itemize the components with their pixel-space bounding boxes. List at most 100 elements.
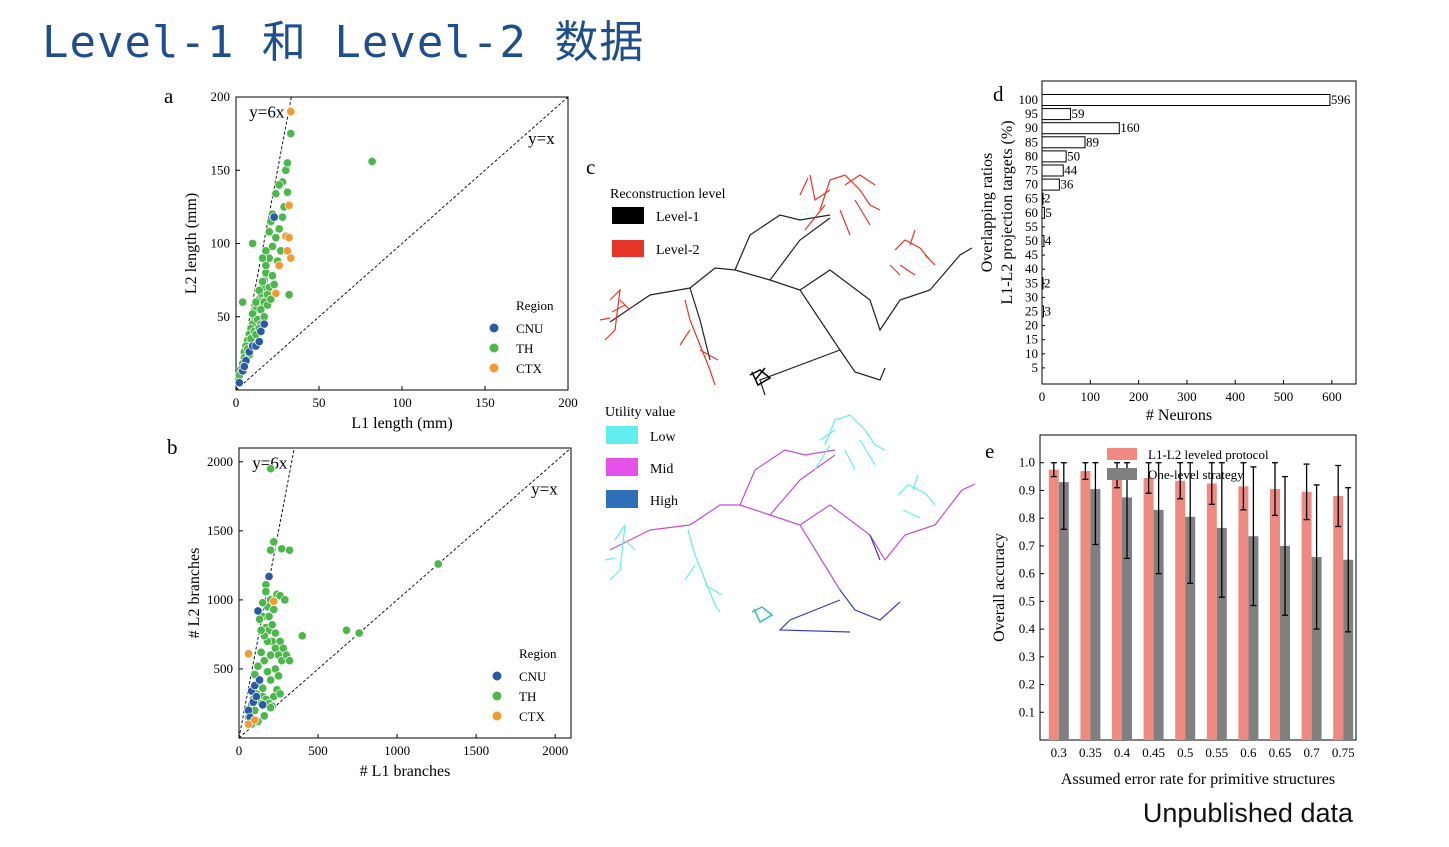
bar-leveled bbox=[1270, 489, 1280, 740]
legend-swatch-level2 bbox=[612, 240, 644, 257]
plot-frame bbox=[238, 447, 572, 739]
point-th bbox=[341, 625, 352, 635]
legend-marker-cnu bbox=[488, 322, 500, 334]
point-th bbox=[267, 620, 277, 630]
legend-label-ctx: CTX bbox=[516, 361, 543, 376]
y-tick-label: 95 bbox=[1025, 106, 1038, 121]
point-cnu bbox=[234, 378, 244, 388]
bar-leveled bbox=[1112, 475, 1122, 740]
bar-leveled bbox=[1175, 480, 1186, 740]
point-th bbox=[273, 671, 284, 681]
point-cnu bbox=[251, 692, 261, 702]
point-th bbox=[261, 587, 271, 597]
point-cnu bbox=[259, 319, 269, 329]
y-tick-label: 0.5 bbox=[1019, 593, 1035, 608]
x-tick-label: 0.45 bbox=[1142, 745, 1165, 760]
recon-legend: Reconstruction level Level-1 Level-2 bbox=[610, 187, 726, 258]
legend-marker-th bbox=[488, 342, 500, 354]
point-cnu bbox=[256, 326, 266, 336]
point-th bbox=[259, 656, 269, 666]
bar bbox=[1041, 108, 1072, 121]
point-th bbox=[266, 703, 276, 713]
point-cnu bbox=[254, 337, 264, 347]
point-th bbox=[251, 297, 261, 307]
point-ctx bbox=[243, 719, 254, 729]
y-tick-label: 75 bbox=[1025, 163, 1038, 178]
bar-leveled bbox=[1048, 469, 1059, 740]
slide-title: Level-1 和 Level-2 数据 bbox=[42, 17, 645, 68]
x-tick-label: 200 bbox=[1129, 389, 1149, 404]
point-ctx bbox=[284, 233, 294, 243]
bar bbox=[1041, 192, 1044, 205]
point-th bbox=[248, 309, 258, 319]
label-y6x: y=6x bbox=[252, 453, 288, 472]
point-cnu bbox=[258, 700, 268, 710]
reference-line-yx bbox=[235, 96, 569, 391]
bar-one-level bbox=[1248, 536, 1259, 740]
legend-swatch-one-level bbox=[1107, 468, 1137, 480]
plot-frame bbox=[1039, 434, 1357, 741]
x-tick-label: 1000 bbox=[384, 743, 410, 758]
point-ctx bbox=[282, 246, 293, 256]
legend-swatch-high bbox=[606, 490, 638, 508]
point-th bbox=[281, 165, 291, 175]
legend-label-low: Low bbox=[650, 430, 677, 445]
label-yx: y=x bbox=[531, 479, 558, 498]
y-axis-label-line2: L1-L2 projection targets (%) bbox=[999, 120, 1016, 304]
y-tick-label: 0.1 bbox=[1019, 704, 1035, 719]
x-tick-label: 100 bbox=[392, 395, 412, 410]
point-th bbox=[433, 559, 443, 569]
neuron-level-view bbox=[599, 174, 973, 396]
data-label: 89 bbox=[1086, 134, 1099, 149]
x-tick-label: 1500 bbox=[463, 743, 489, 758]
point-th bbox=[269, 279, 279, 290]
x-tick-label: 0.4 bbox=[1114, 745, 1131, 760]
legend-label-high: High bbox=[650, 494, 678, 509]
y-tick-label: 40 bbox=[1025, 261, 1038, 276]
y-tick-label: 70 bbox=[1025, 177, 1038, 192]
point-th bbox=[266, 464, 276, 474]
x-axis-label: # L1 branches bbox=[360, 763, 451, 780]
point-th bbox=[271, 233, 281, 243]
y-tick-label: 0.7 bbox=[1019, 538, 1036, 553]
legend-label-leveled: L1-L2 leveled protocol bbox=[1148, 447, 1269, 462]
point-th bbox=[297, 631, 307, 641]
data-label: 160 bbox=[1120, 120, 1140, 135]
point-th bbox=[258, 277, 268, 287]
panel-letter-c: c bbox=[586, 155, 595, 179]
data-label: 596 bbox=[1331, 92, 1351, 107]
point-cnu bbox=[253, 606, 263, 616]
x-tick-label: 0.65 bbox=[1269, 745, 1292, 760]
y-tick-label: 20 bbox=[1025, 318, 1038, 333]
y-tick-label: 45 bbox=[1025, 247, 1038, 262]
panel-letter-a: a bbox=[164, 84, 174, 108]
point-th bbox=[270, 628, 280, 638]
bar-one-level bbox=[1122, 497, 1132, 740]
data-label: 2 bbox=[1044, 191, 1051, 206]
point-ctx bbox=[243, 649, 254, 659]
point-th bbox=[277, 212, 288, 222]
x-tick-label: 0.6 bbox=[1240, 745, 1257, 760]
point-th bbox=[354, 628, 364, 638]
y-tick-label: 1.0 bbox=[1019, 455, 1035, 470]
bar-one-level bbox=[1185, 516, 1196, 740]
legend-marker-th bbox=[491, 690, 503, 702]
y-tick-label: 150 bbox=[211, 162, 231, 177]
point-th bbox=[248, 238, 258, 249]
legend-label-cnu: CNU bbox=[519, 669, 547, 684]
legend-label-cnu: CNU bbox=[516, 321, 544, 336]
data-label: 59 bbox=[1072, 106, 1085, 121]
point-th bbox=[258, 253, 268, 263]
bar bbox=[1041, 235, 1045, 247]
point-th bbox=[280, 595, 290, 605]
y-tick-label: 0.9 bbox=[1019, 482, 1035, 497]
legend-swatch-leveled bbox=[1107, 448, 1137, 460]
point-th bbox=[253, 661, 263, 671]
point-th bbox=[256, 304, 266, 314]
y-axis-label: Overall accuracy bbox=[991, 533, 1008, 642]
y-tick-label: 15 bbox=[1025, 332, 1038, 347]
data-label: 4 bbox=[1045, 233, 1052, 248]
y-tick-label: 5 bbox=[1032, 360, 1039, 375]
y-axis-label: # L2 branches bbox=[186, 548, 203, 639]
